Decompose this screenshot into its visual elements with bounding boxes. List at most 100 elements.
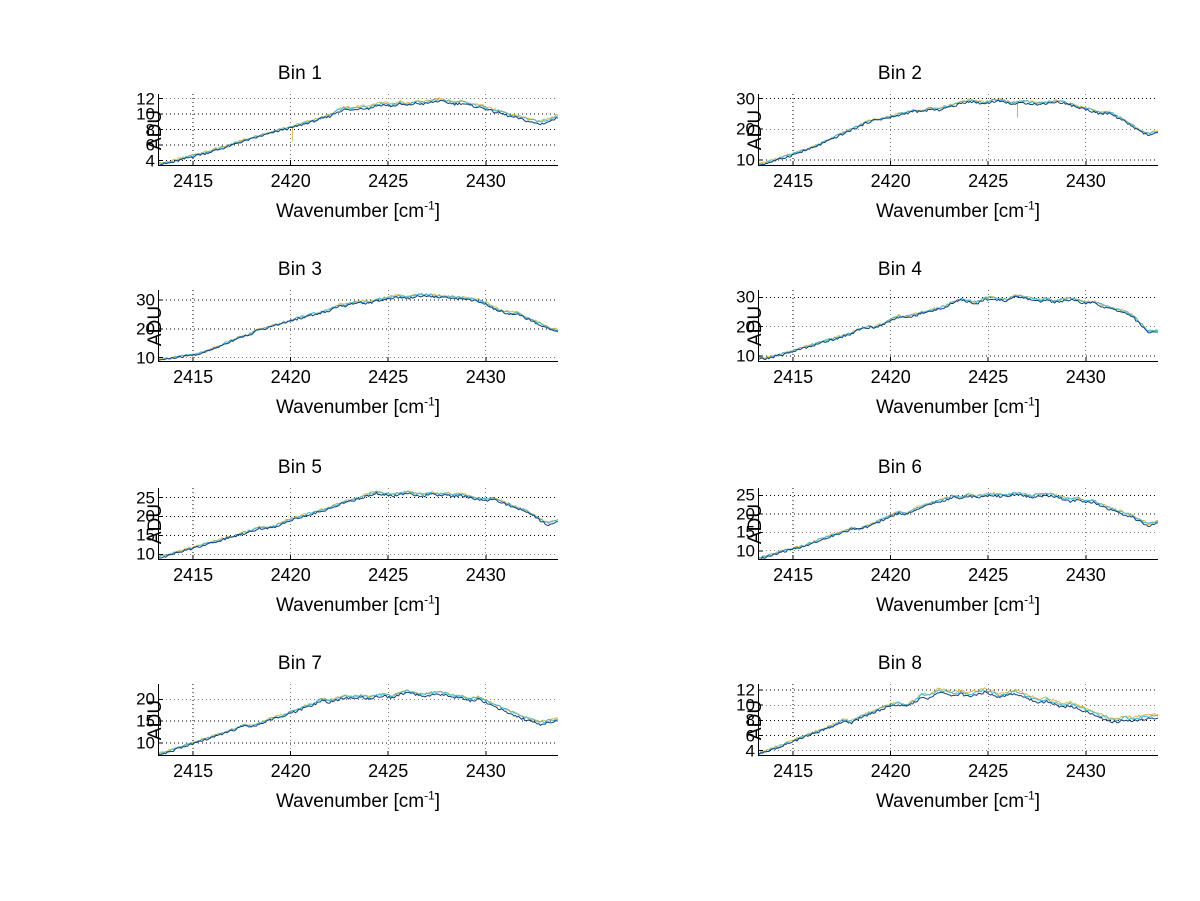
x-tick-label: 2420 [870,565,911,585]
series-trace-navy [158,295,558,361]
subplot-bin-5: Bin 5 ADU 10 15 20 25 2415 2420 2425 2430 Wavenumb… [0,449,600,654]
subplot-bin-3: Bin 3 ADU 10 20 30 2415 2420 2425 2430 Wavenumber… [0,251,600,456]
y-tick-label: 12 [136,89,155,109]
subplot-bin-6: Bin 6 ADU 10 15 20 25 2415 2420 2425 2430 Wavenumb… [600,449,1200,654]
plot-canvas [758,488,1158,560]
series-trace-cyan [758,492,1158,560]
x-tick-label: 2430 [465,367,506,387]
x-tick-label: 2430 [465,761,506,781]
plot-area: ADU 10 15 20 2415 2420 2425 2430 [136,684,558,781]
x-axis-label-exponent: -1 [1024,394,1035,409]
x-tick-label: 2420 [870,171,911,191]
x-axis-label: Wavenumber [cm-1] [758,394,1158,419]
x-tick-label: 2415 [773,171,814,191]
y-tick-label: 30 [736,287,755,307]
x-tick-label: 2415 [773,565,814,585]
y-tick-label: 8 [145,120,155,140]
x-tick-label: 2430 [1065,565,1106,585]
x-tick-label: 2425 [968,171,1009,191]
subplot-title: Bin 6 [877,457,923,478]
series-trace-navy [158,491,558,559]
y-tick-label: 6 [145,135,155,155]
y-tick-label: 15 [136,525,155,545]
subplot-bin-8: Bin 8 ADU 4 6 8 10 12 2415 2420 2425 2430 Wavenumbe… [600,645,1200,850]
x-axis-label-tail: ] [434,595,441,616]
x-axis-label-main: Wavenumber [cm [275,397,425,418]
x-axis-label-exponent: -1 [424,788,435,803]
y-tick-label: 20 [136,319,155,339]
series-trace-gold [758,491,1158,559]
x-axis-label-tail: ] [434,201,441,222]
x-tick-label: 2430 [1065,761,1106,781]
series-trace-gold [158,490,558,557]
x-axis-label-tail: ] [1034,791,1041,812]
plot-canvas [158,488,558,560]
x-tick-label: 2425 [368,171,409,191]
subplot-title: Bin 7 [277,653,323,674]
plot-canvas [158,290,558,362]
x-axis-label-exponent: -1 [424,592,435,607]
x-axis-label-main: Wavenumber [cm [875,791,1025,812]
x-axis-label-exponent: -1 [1024,592,1035,607]
y-tick-label: 10 [136,104,155,124]
x-axis-label: Wavenumber [cm-1] [158,788,558,813]
y-tick-label: 10 [736,541,755,561]
subplot-title: Bin 5 [277,457,323,478]
plot-area: ADU 10 15 20 25 2415 2420 2425 2430 [736,487,1158,585]
x-tick-label: 2430 [465,171,506,191]
x-axis-label: Wavenumber [cm-1] [158,198,558,223]
plot-area: ADU 4 6 8 10 12 2415 2420 2425 2430 [736,682,1158,781]
x-axis-label: Wavenumber [cm-1] [758,790,1158,813]
series-trace-gold [758,98,1158,166]
x-axis-label-exponent: -1 [424,394,435,409]
subplot-title: Bin 8 [877,653,923,674]
plot-area: ADU 10 20 30 2415 2420 2425 2430 [736,90,1158,191]
y-tick-label: 10 [136,348,155,368]
y-tick-label: 20 [136,506,155,526]
y-tick-label: 10 [736,346,755,366]
plot-area: ADU 10 20 30 2415 2420 2425 2430 [736,289,1158,387]
y-tick-label: 10 [136,544,155,564]
series-trace-gold [158,97,558,165]
x-axis-label-main: Wavenumber [cm [275,791,425,812]
series-trace-navy [758,295,1158,360]
series-trace-cyan [758,98,1158,166]
series-trace-cyan [158,689,558,755]
x-tick-label: 2420 [870,761,911,781]
subplot-title: Bin 3 [277,259,323,280]
x-axis-label-tail: ] [434,791,441,812]
y-tick-label: 15 [136,711,155,731]
x-tick-label: 2430 [1065,367,1106,387]
x-tick-label: 2415 [773,367,814,387]
y-tick-label: 12 [736,680,755,700]
x-axis-label: Wavenumber [cm-1] [158,592,558,617]
series-trace-cyan [158,293,558,361]
subplot-bin-4: Bin 4 ADU 10 20 30 2415 2420 2425 2430 Wavenumber… [600,251,1200,456]
subplot-bin-1: Bin 1 ADU 4 6 8 10 12 2415 2420 2425 2430 Wavenumbe… [0,55,600,260]
x-axis-label-exponent: -1 [424,198,435,213]
y-tick-label: 6 [745,726,755,745]
plot-canvas [758,290,1158,362]
series-trace-navy [758,493,1158,560]
x-axis-label-main: Wavenumber [cm [875,397,1025,418]
x-axis-label-tail: ] [1034,397,1041,418]
y-tick-label: 20 [736,504,755,524]
subplot-bin-2: Bin 2 ADU 10 20 30 2415 2420 2425 2430 Wavenumber… [600,55,1200,260]
x-axis-label-main: Wavenumber [cm [275,201,425,222]
x-tick-label: 2430 [1065,171,1106,191]
subplot-title: Bin 2 [877,63,923,84]
y-tick-label: 8 [745,710,755,730]
x-tick-label: 2415 [773,761,814,781]
series-trace-gold [758,687,1158,755]
series-trace-cyan [158,490,558,558]
y-tick-label: 25 [136,488,155,507]
x-tick-label: 2415 [173,565,214,585]
x-tick-label: 2430 [465,565,506,585]
x-axis-label: Wavenumber [cm-1] [158,394,558,419]
subplot-title: Bin 4 [877,259,923,280]
y-tick-label: 10 [736,695,755,715]
x-tick-label: 2420 [870,367,911,387]
y-tick-label: 15 [736,522,755,542]
plot-canvas [158,684,558,756]
